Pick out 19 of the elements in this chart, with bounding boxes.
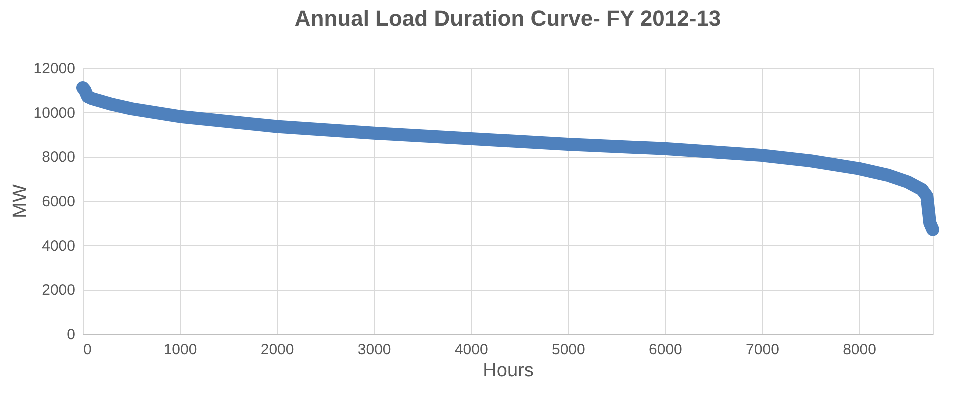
x-tick-label: 3000 bbox=[358, 342, 392, 358]
x-tick-label: 4000 bbox=[454, 342, 488, 358]
x-tick-label: 2000 bbox=[260, 342, 294, 358]
y-tick-label: 6000 bbox=[42, 194, 76, 210]
x-tick-label: 5000 bbox=[552, 342, 586, 358]
x-tick-label: 6000 bbox=[649, 342, 682, 358]
x-tick-label: 1000 bbox=[164, 342, 198, 358]
y-tick-label: 4000 bbox=[42, 238, 76, 255]
x-tick-label: 0 bbox=[84, 342, 92, 358]
y-tick-label: 8000 bbox=[42, 149, 76, 166]
x-tick-label: 7000 bbox=[746, 342, 780, 358]
y-tick-label: 12000 bbox=[34, 60, 76, 78]
x-tick-label: 8000 bbox=[843, 342, 876, 358]
y-tick-label: 10000 bbox=[34, 104, 76, 122]
y-tick-label: 0 bbox=[67, 326, 76, 344]
y-tick-label: 2000 bbox=[42, 282, 76, 300]
x-axis-title: Hours bbox=[483, 360, 534, 382]
y-axis-title: MW bbox=[10, 184, 31, 218]
chart-title: Annual Load Duration Curve- FY 2012-13 bbox=[294, 6, 722, 31]
